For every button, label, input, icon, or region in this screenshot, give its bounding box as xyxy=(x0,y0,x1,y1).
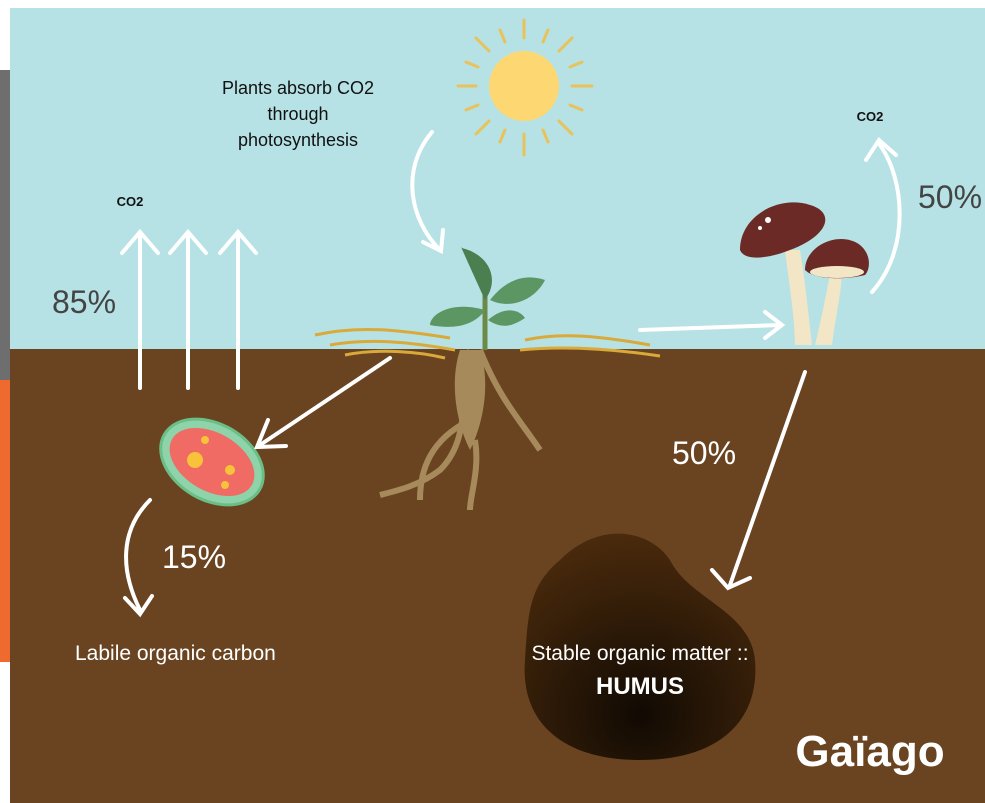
side-photo xyxy=(0,70,10,380)
co2-label: CO2 xyxy=(857,109,884,124)
percent-label: 85% xyxy=(52,284,116,320)
logo: Gaïago xyxy=(795,727,944,776)
note-line: through xyxy=(267,104,328,124)
stable-label: Stable organic matter :: xyxy=(531,642,748,665)
page: Plants absorb CO2 through photosynthesis… xyxy=(0,0,985,803)
side-block xyxy=(0,380,10,662)
percent-label: 50% xyxy=(918,179,982,215)
note-line: photosynthesis xyxy=(238,130,358,150)
percent-label: 50% xyxy=(672,435,736,471)
note-line: Plants absorb CO2 xyxy=(222,78,374,98)
diagram: Plants absorb CO2 through photosynthesis… xyxy=(0,0,985,803)
humus-label: HUMUS xyxy=(596,673,684,700)
co2-label: CO2 xyxy=(117,194,144,209)
percent-label: 15% xyxy=(162,539,226,575)
labile-label: Labile organic carbon xyxy=(75,642,276,665)
